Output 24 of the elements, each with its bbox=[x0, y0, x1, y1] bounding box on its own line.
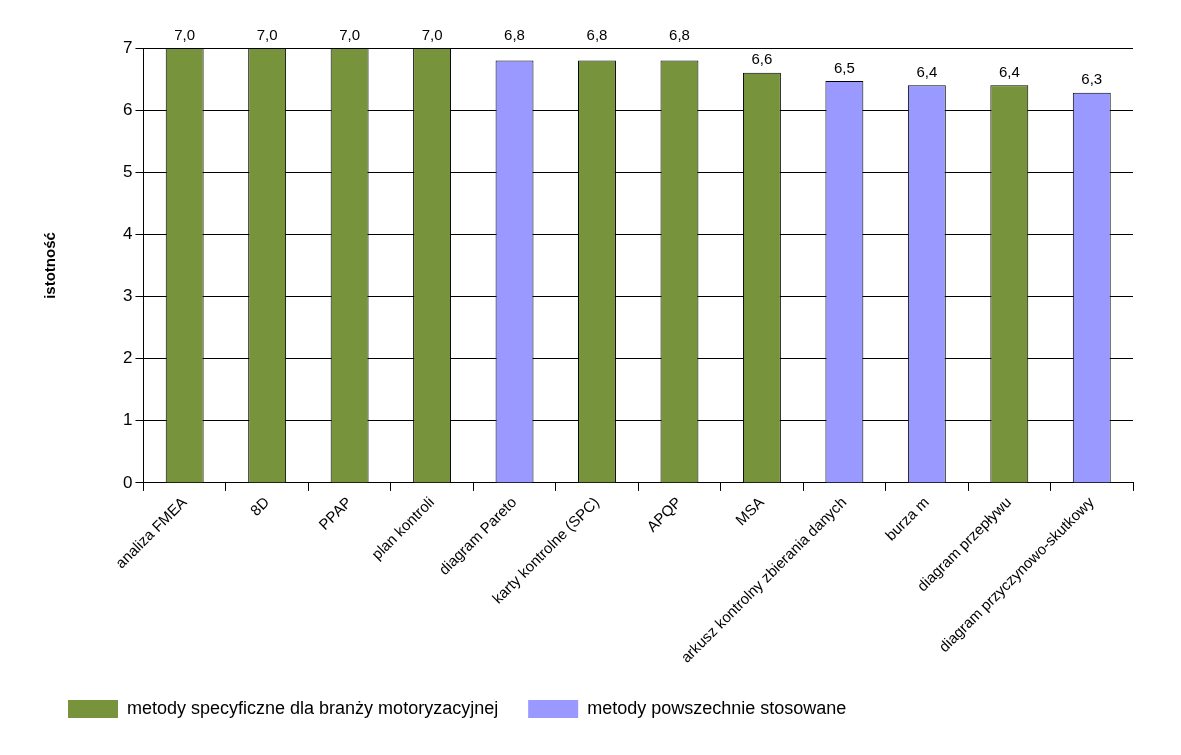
y-tick-label: 2 bbox=[122, 348, 133, 368]
data-label: 6,4 bbox=[998, 62, 1020, 80]
y-tick-label: 0 bbox=[122, 472, 133, 492]
y-axis-title: istotność bbox=[41, 232, 59, 299]
legend-label: metody powszechnie stosowane bbox=[587, 697, 847, 718]
data-label: 7,0 bbox=[339, 25, 361, 43]
data-label: 6,3 bbox=[1081, 70, 1103, 88]
data-label: 7,0 bbox=[421, 25, 443, 43]
data-label: 6,4 bbox=[916, 62, 938, 80]
y-tick-label: 6 bbox=[122, 99, 133, 119]
data-label: 6,6 bbox=[751, 50, 773, 68]
y-tick-label: 3 bbox=[122, 286, 133, 306]
data-label: 7,0 bbox=[174, 25, 196, 43]
y-tick-label: 5 bbox=[122, 161, 133, 181]
y-tick-label: 1 bbox=[122, 410, 133, 430]
data-label: 6,8 bbox=[669, 25, 690, 43]
y-tick-label: 7 bbox=[122, 37, 133, 57]
data-label: 6,5 bbox=[833, 58, 855, 76]
data-label: 6,8 bbox=[586, 25, 608, 43]
y-tick-label: 4 bbox=[122, 224, 133, 244]
data-label: 6,8 bbox=[504, 25, 525, 43]
legend-label: metody specyficzne dla branży motoryzacyjnej bbox=[127, 697, 499, 718]
data-label: 7,0 bbox=[256, 25, 278, 43]
x-tick-label: 8D bbox=[246, 493, 273, 519]
